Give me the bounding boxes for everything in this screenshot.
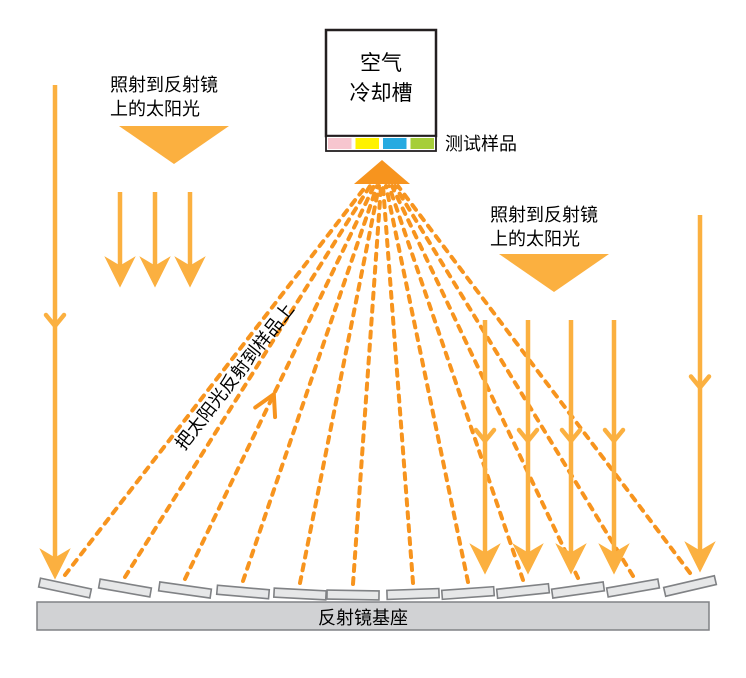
mirror <box>159 582 212 598</box>
mirror <box>99 579 152 597</box>
cooling-box-label-1: 空气 <box>346 50 416 78</box>
mirror <box>497 584 550 598</box>
mirror <box>442 587 495 600</box>
mirror <box>607 579 660 597</box>
mirror <box>39 578 92 598</box>
sun-left-label-2: 上的太阳光 <box>110 97 200 121</box>
diagram-root: 空气 冷却槽 测试样品 照射到反射镜 上的太阳光 照射到反射镜 上的太阳光 把太… <box>0 0 746 678</box>
reflected-converge-arrow <box>354 160 410 184</box>
mirror <box>387 589 439 600</box>
mirror <box>552 582 605 598</box>
sun-triangle-left <box>119 126 229 164</box>
sample-segment <box>383 138 407 149</box>
sun-right-label-1: 照射到反射镜 <box>490 203 598 227</box>
mirror <box>327 590 379 600</box>
mirror-base-label: 反射镜基座 <box>318 604 408 630</box>
sample-segment <box>411 138 435 149</box>
cooling-box-label-2: 冷却槽 <box>336 80 426 108</box>
test-sample-label: 测试样品 <box>445 132 517 156</box>
sample-segment <box>328 138 352 149</box>
reflected-ray <box>243 186 377 581</box>
sun-left-label-1: 照射到反射镜 <box>110 73 218 97</box>
sun-right-label-2: 上的太阳光 <box>490 227 580 251</box>
mirror <box>664 576 717 596</box>
reflected-ray <box>125 186 370 577</box>
sun-triangle-right <box>499 254 609 292</box>
sample-segment <box>356 138 380 149</box>
mirror <box>217 585 270 598</box>
mirror <box>274 588 326 600</box>
